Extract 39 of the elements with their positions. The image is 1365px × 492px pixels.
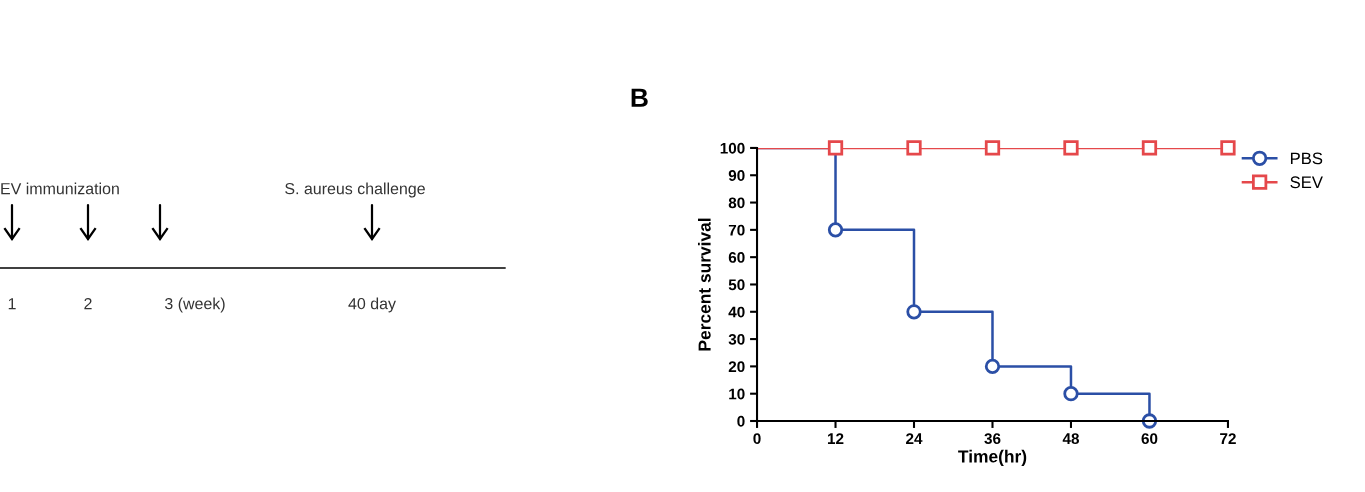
x-tick-label: 0 [753, 433, 761, 445]
text: 1 [8, 298, 16, 310]
y-tick-label: 20 [728, 361, 745, 373]
point [1141, 140, 1158, 156]
legend-label: SEV [1290, 176, 1323, 189]
point [827, 222, 844, 238]
y-tick-label: 40 [728, 306, 745, 318]
y-tick-label: 10 [729, 388, 745, 400]
point [1063, 140, 1079, 156]
text: S. aureus challenge [285, 182, 425, 198]
text: 2 [84, 297, 92, 310]
point [1063, 386, 1079, 402]
y-axis-title: Percent survival [698, 218, 711, 351]
y-tick-label: 30 [728, 333, 745, 345]
chart-title: B [631, 88, 648, 107]
text: EV immunization [1, 182, 119, 195]
point [984, 140, 1001, 156]
point [827, 140, 844, 156]
x-tick-label: 12 [827, 433, 844, 444]
x-tick-label: 36 [984, 433, 1001, 445]
y-tick-label: 0 [737, 415, 745, 427]
y-tick-label: 50 [728, 279, 745, 291]
text: 40 day [348, 297, 396, 313]
y-tick-label: 100 [720, 142, 745, 154]
point [906, 140, 922, 156]
legend-label: PBS [1290, 152, 1323, 165]
y-tick-label: 70 [728, 224, 745, 236]
y-tick-label: 60 [728, 252, 745, 263]
y-tick-label: 80 [728, 197, 745, 209]
x-tick-label: 48 [1062, 433, 1080, 445]
x-axis-title: Time(hr) [958, 449, 1027, 467]
x-tick-label: 60 [1141, 433, 1158, 445]
x-tick-label: 24 [906, 433, 923, 444]
point [906, 304, 922, 320]
point [1220, 140, 1236, 156]
x-tick-label: 72 [1220, 433, 1236, 444]
point [984, 358, 1001, 375]
y-tick-label: 90 [728, 170, 745, 181]
text: 3 (week) [164, 297, 225, 313]
